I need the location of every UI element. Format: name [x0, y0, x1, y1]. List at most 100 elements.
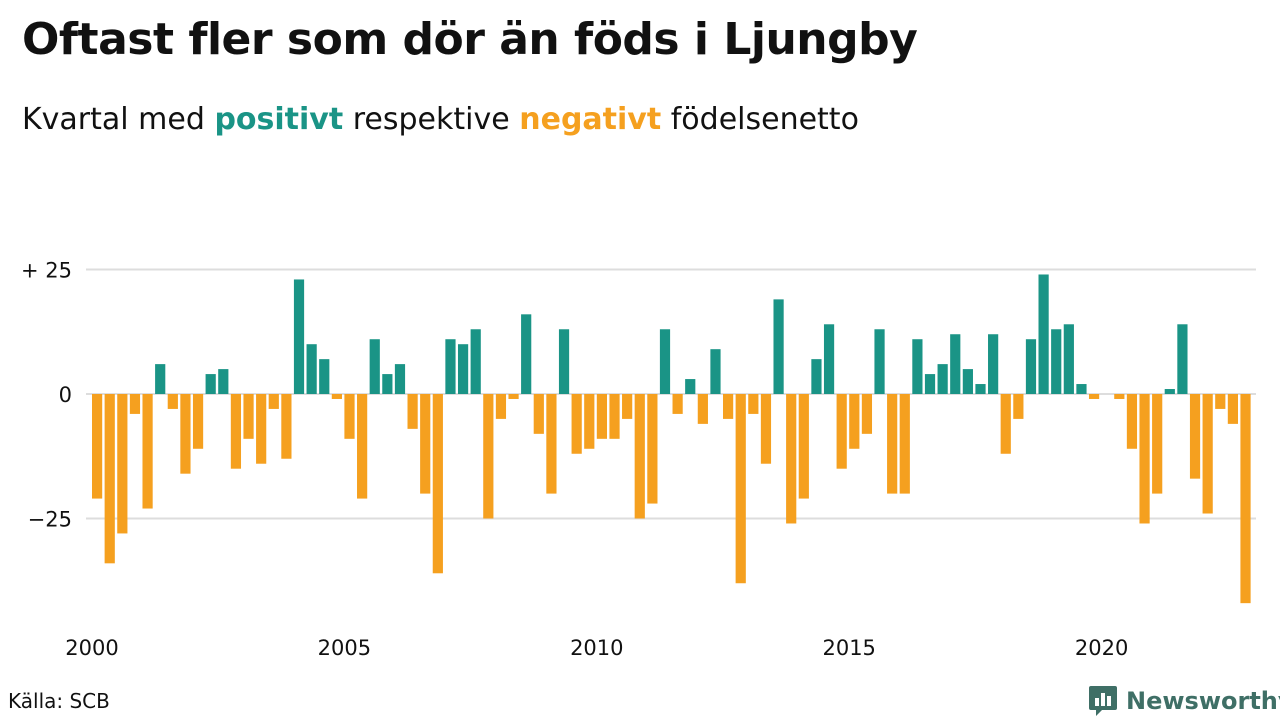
source-note: Källa: SCB	[8, 689, 110, 713]
bar-negative	[331, 394, 342, 399]
bar-negative	[1240, 394, 1251, 604]
subtitle-negative-label: negativt	[519, 102, 662, 137]
bar-positive	[470, 329, 481, 394]
bar-positive	[369, 339, 380, 394]
bar-positive	[962, 369, 973, 394]
bar-positive	[1063, 324, 1074, 394]
subtitle-mid: respektive	[352, 102, 510, 137]
bar-negative	[344, 394, 355, 439]
bar-negative	[672, 394, 683, 414]
bar-positive	[1076, 384, 1087, 394]
bar-positive	[382, 374, 393, 394]
bar-negative	[243, 394, 254, 439]
bar-negative	[634, 394, 645, 519]
bar-negative	[546, 394, 557, 494]
bar-positive	[394, 364, 406, 394]
bar-positive	[773, 299, 784, 394]
bar-positive	[1177, 324, 1188, 394]
subtitle-positive-label: positivt	[214, 102, 344, 137]
bar-negative	[407, 394, 418, 429]
x-axis-labels: 2000 2005 2010 2015 2020	[65, 636, 1128, 660]
bar-negative	[1152, 394, 1163, 494]
bar-negative	[192, 394, 204, 449]
bar-negative	[760, 394, 772, 464]
bar-negative	[1126, 394, 1138, 449]
bar-negative	[861, 394, 873, 434]
bar-positive	[937, 364, 948, 394]
bar-negative	[117, 394, 128, 534]
bar-negative	[1227, 394, 1238, 424]
bar-negative	[256, 394, 267, 464]
bar-positive	[306, 344, 317, 394]
bar-positive	[874, 329, 885, 394]
bar-negative	[92, 394, 103, 499]
bar-negative	[1215, 394, 1226, 409]
bar-positive	[1025, 339, 1037, 394]
bar-negative	[609, 394, 620, 439]
bar-positive	[975, 384, 986, 394]
x-tick-label: 2015	[822, 636, 875, 660]
y-tick-label: 0	[59, 383, 72, 407]
subtitle-suffix: födelsenetto	[670, 102, 859, 137]
bar-positive	[218, 369, 229, 394]
bar-positive	[823, 324, 835, 394]
bar-negative	[1000, 394, 1011, 454]
bar-negative	[849, 394, 860, 449]
bar-negative	[887, 394, 898, 494]
bar-positive	[1038, 274, 1049, 394]
bar-positive	[445, 339, 456, 394]
bar-positive	[924, 374, 936, 394]
y-tick-label: + 25	[21, 259, 72, 283]
subtitle-prefix: Kvartal med	[22, 102, 205, 137]
bar-negative	[1013, 394, 1024, 419]
bar-positive	[710, 349, 721, 394]
x-tick-label: 2005	[318, 636, 371, 660]
bar-negative	[1114, 394, 1125, 399]
bar-negative	[1202, 394, 1213, 514]
bar-negative	[281, 394, 292, 459]
bar-negative	[836, 394, 847, 469]
bar-negative	[180, 394, 191, 474]
x-tick-label: 2010	[570, 636, 623, 660]
bar-positive	[457, 344, 469, 394]
bar-negative	[571, 394, 582, 454]
bar-positive	[950, 334, 961, 394]
bars	[92, 274, 1251, 604]
bar-positive	[205, 374, 216, 394]
newsworthy-logo: Newsworthy	[1088, 684, 1280, 718]
bar-negative	[432, 394, 443, 574]
bar-positive	[1164, 389, 1175, 394]
bar-positive	[558, 329, 570, 394]
brand-name: Newsworthy	[1126, 687, 1280, 715]
bar-negative	[230, 394, 242, 469]
bar-negative	[268, 394, 279, 409]
bar-negative	[495, 394, 507, 419]
bar-negative	[129, 394, 141, 414]
bar-chart-bubble-icon	[1089, 686, 1117, 716]
bar-negative	[697, 394, 708, 424]
bar-negative	[533, 394, 544, 434]
y-tick-label: −25	[28, 508, 72, 532]
bar-positive	[988, 334, 999, 394]
bar-negative	[899, 394, 910, 494]
bar-positive	[293, 279, 305, 394]
bar-negative	[483, 394, 494, 519]
bar-negative	[786, 394, 797, 524]
bar-positive	[1051, 329, 1062, 394]
bar-negative	[142, 394, 153, 509]
bar-negative	[748, 394, 759, 414]
bar-negative	[647, 394, 658, 504]
x-tick-label: 2020	[1075, 636, 1128, 660]
bar-positive	[155, 364, 166, 394]
bar-negative	[596, 394, 607, 439]
bar-negative	[798, 394, 809, 499]
bar-negative	[1088, 394, 1100, 399]
chart-subtitle: Kvartal med positivt respektive negativt…	[22, 102, 859, 137]
x-tick-label: 2000	[65, 636, 118, 660]
bar-negative	[167, 394, 178, 409]
bar-negative	[104, 394, 115, 564]
bar-positive	[811, 359, 822, 394]
bar-negative	[508, 394, 519, 399]
bar-positive	[685, 379, 696, 394]
